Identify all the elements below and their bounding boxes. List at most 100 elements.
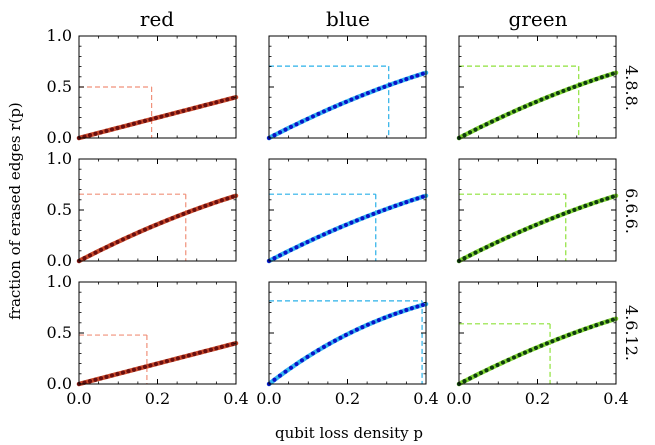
data-point — [583, 80, 588, 85]
data-point — [605, 196, 610, 201]
data-point — [467, 376, 473, 381]
y-tick-label: 1.0 — [47, 149, 72, 168]
data-point — [153, 115, 159, 121]
data-point — [332, 104, 338, 109]
data-point — [159, 114, 164, 119]
data-point — [277, 130, 283, 135]
data-point — [126, 369, 131, 374]
data-point — [131, 232, 137, 237]
data-point — [332, 227, 338, 232]
data-point — [186, 353, 191, 358]
data-point — [142, 227, 148, 232]
data-point — [299, 242, 305, 247]
data-point — [109, 373, 115, 378]
data-point — [371, 211, 376, 217]
data-point — [277, 373, 283, 378]
data-point — [230, 341, 235, 347]
data-point — [544, 95, 550, 100]
x-axis-label: qubit loss density p — [275, 424, 423, 442]
data-point — [153, 361, 159, 367]
data-point — [566, 86, 572, 91]
data-point — [175, 110, 181, 115]
data-point — [473, 373, 478, 378]
data-point — [360, 325, 365, 330]
data-point — [175, 213, 181, 219]
x-tick-label: 0.4 — [223, 389, 248, 408]
data-point — [517, 352, 522, 358]
data-point — [577, 82, 582, 87]
data-point — [393, 80, 398, 85]
data-point — [387, 205, 392, 210]
data-point — [338, 225, 343, 230]
data-point — [517, 106, 522, 112]
data-point — [572, 84, 577, 89]
data-point — [577, 328, 582, 333]
data-point — [148, 363, 153, 368]
data-point — [555, 336, 561, 342]
data-point — [533, 99, 539, 105]
data-point — [338, 335, 343, 340]
data-point — [104, 245, 109, 250]
data-point — [533, 222, 539, 228]
data-point — [354, 218, 360, 223]
data-point — [288, 365, 294, 370]
data-point — [495, 116, 500, 122]
data-point — [376, 317, 381, 323]
data-point — [354, 327, 360, 332]
data-point — [478, 247, 484, 252]
data-point — [555, 213, 561, 219]
data-point — [186, 209, 191, 214]
data-point — [566, 209, 572, 214]
panel-green-1 — [456, 35, 619, 141]
y-tick-label: 0.0 — [47, 251, 72, 270]
data-point — [214, 100, 219, 105]
data-point — [343, 99, 349, 105]
data-point — [588, 324, 593, 330]
data-point — [599, 75, 604, 80]
model-curve — [266, 301, 429, 387]
data-point — [610, 71, 615, 76]
data-point — [104, 374, 109, 379]
data-point — [277, 253, 283, 258]
data-point — [131, 367, 137, 372]
data-point — [316, 234, 321, 240]
data-point — [131, 121, 137, 126]
panel-grid: 0.00.51.00.00.51.00.00.51.00.0 0.2 0.4 0.0 0… — [47, 26, 629, 408]
data-point — [550, 93, 555, 98]
data-point — [109, 127, 115, 132]
data-point — [500, 114, 506, 119]
x-tick-label: 0.2 — [335, 389, 360, 408]
data-point — [489, 119, 495, 124]
data-point — [528, 102, 533, 107]
data-point — [197, 205, 202, 210]
y-axis-label: fraction of erased edges r(p) — [6, 102, 24, 320]
data-point — [203, 203, 208, 208]
data-point — [489, 365, 495, 370]
data-point — [283, 369, 288, 374]
data-point — [522, 227, 528, 232]
data-point — [517, 229, 522, 235]
data-point — [142, 364, 148, 369]
x-tick-label: 0.4 — [603, 389, 628, 408]
data-point — [115, 239, 120, 245]
data-point — [98, 247, 104, 252]
data-point — [572, 207, 577, 212]
data-point — [462, 256, 467, 261]
data-point — [294, 245, 299, 250]
data-point — [294, 122, 299, 127]
data-point — [594, 77, 599, 82]
data-point — [495, 239, 500, 245]
x-tick-label: 0.0 — [66, 389, 91, 408]
data-point — [404, 200, 409, 205]
data-point — [137, 366, 142, 371]
data-point — [87, 379, 93, 384]
panel-blue-3: 0.0 0.2 0.4 — [256, 281, 439, 408]
data-point — [137, 229, 142, 235]
data-point — [360, 216, 365, 221]
data-point — [343, 222, 349, 228]
row-label-4-8-8: 4.8.8. — [622, 65, 641, 111]
data-point — [159, 220, 164, 225]
panel-frame — [458, 35, 617, 139]
data-point — [120, 370, 126, 375]
data-point — [404, 307, 409, 313]
